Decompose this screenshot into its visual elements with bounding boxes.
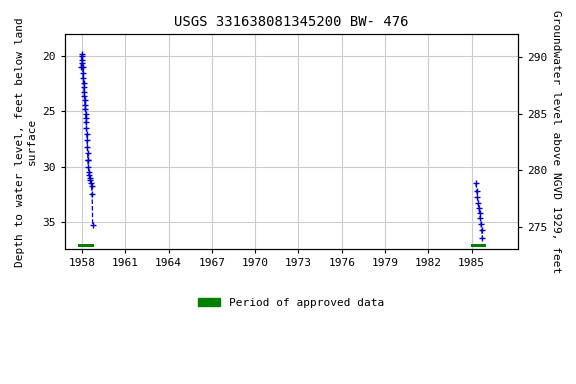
Title: USGS 331638081345200 BW- 476: USGS 331638081345200 BW- 476 xyxy=(174,15,408,29)
Bar xyxy=(78,244,93,247)
Legend: Period of approved data: Period of approved data xyxy=(194,293,389,313)
Y-axis label: Groundwater level above NGVD 1929, feet: Groundwater level above NGVD 1929, feet xyxy=(551,10,561,273)
Y-axis label: Depth to water level, feet below land
surface: Depth to water level, feet below land su… xyxy=(15,17,37,266)
Bar xyxy=(471,244,486,247)
